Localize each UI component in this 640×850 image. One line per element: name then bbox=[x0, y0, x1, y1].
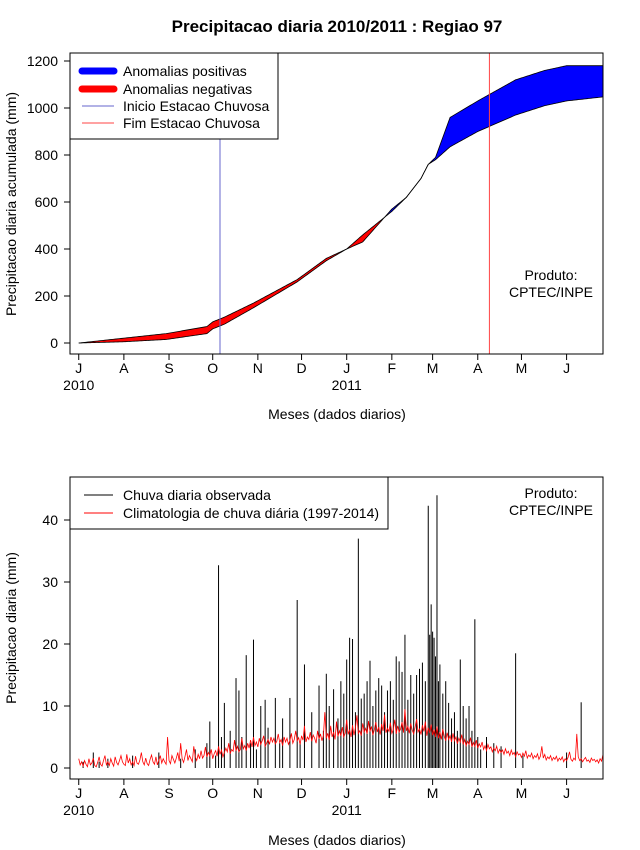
top-year-label: 2010 bbox=[63, 377, 94, 393]
bottom-x-tick-label: S bbox=[164, 785, 173, 801]
top-annotation-line1: Produto: bbox=[525, 267, 578, 283]
top-x-tick-label: O bbox=[207, 360, 218, 376]
top-y-tick-label: 0 bbox=[50, 335, 58, 351]
bottom-legend: Chuva diaria observada Climatologia de c… bbox=[69, 476, 389, 530]
top-y-tick-label: 200 bbox=[35, 288, 59, 304]
top-y-axis-label: Precipitacao diaria acumulada (mm) bbox=[3, 92, 19, 316]
legend-label-onset: Inicio Estacao Chuvosa bbox=[123, 98, 270, 114]
bottom-x-tick-label: A bbox=[473, 785, 483, 801]
chart-title: Precipitacao diaria 2010/2011 : Regiao 9… bbox=[172, 17, 503, 36]
top-x-tick-label: M bbox=[427, 360, 439, 376]
top-x-axis-label: Meses (dados diarios) bbox=[268, 406, 406, 422]
top-x-tick-label: S bbox=[164, 360, 173, 376]
top-plot-frame bbox=[69, 52, 604, 355]
top-legend-box bbox=[69, 52, 279, 140]
bottom-x-tick-label: M bbox=[516, 785, 528, 801]
bottom-year-label: 2011 bbox=[332, 802, 362, 818]
bottom-x-tick-label: D bbox=[296, 785, 306, 801]
legend-label-end: Fim Estacao Chuvosa bbox=[123, 115, 260, 131]
bottom-x-tick-label: J bbox=[343, 785, 350, 801]
bottom-y-tick-label: 10 bbox=[42, 698, 58, 714]
top-y-tick-label: 600 bbox=[35, 194, 59, 210]
top-x-tick-label: J bbox=[343, 360, 350, 376]
bottom-y-axis: 0 10 20 30 40 bbox=[42, 512, 70, 776]
top-x-tick-label: D bbox=[296, 360, 306, 376]
top-x-tick-label: A bbox=[119, 360, 129, 376]
bottom-annotation-line2: CPTEC/INPE bbox=[509, 502, 593, 518]
top-y-tick-label: 1200 bbox=[27, 53, 58, 69]
daily-rain-plot bbox=[78, 495, 603, 768]
bottom-annotation-line1: Produto: bbox=[525, 485, 578, 501]
bottom-x-axis-label: Meses (dados diarios) bbox=[268, 832, 406, 848]
climatology-line bbox=[78, 709, 603, 768]
top-year-label: 2011 bbox=[332, 377, 362, 393]
legend-label-climatology: Climatologia de chuva diária (1997-2014) bbox=[123, 505, 379, 521]
negative-anomaly-area bbox=[80, 249, 347, 343]
positive-anomaly-area bbox=[384, 65, 603, 218]
bottom-year-label: 2010 bbox=[63, 802, 94, 818]
bottom-x-tick-label: O bbox=[207, 785, 218, 801]
climatology-accumulated-line bbox=[78, 96, 603, 344]
top-x-tick-label: J bbox=[563, 360, 570, 376]
top-y-axis: 0 200 400 600 800 1000 1200 bbox=[27, 53, 70, 351]
bottom-y-tick-label: 0 bbox=[50, 760, 58, 776]
top-y-tick-label: 1000 bbox=[27, 100, 58, 116]
bottom-y-tick-label: 30 bbox=[42, 574, 58, 590]
top-x-tick-label: N bbox=[253, 360, 263, 376]
bottom-x-tick-label: A bbox=[119, 785, 129, 801]
bottom-legend-box bbox=[69, 476, 389, 530]
legend-label-negative: Anomalias negativas bbox=[123, 81, 252, 97]
bottom-x-tick-label: F bbox=[388, 785, 397, 801]
top-legend: Anomalias positivas Anomalias negativas … bbox=[69, 52, 279, 140]
top-annotation-line2: CPTEC/INPE bbox=[509, 284, 593, 300]
bottom-y-tick-label: 20 bbox=[42, 636, 58, 652]
top-x-tick-label: F bbox=[388, 360, 397, 376]
top-y-tick-label: 400 bbox=[35, 241, 59, 257]
top-x-tick-label: J bbox=[75, 360, 82, 376]
legend-label-positive: Anomalias positivas bbox=[123, 63, 247, 79]
top-y-tick-label: 800 bbox=[35, 147, 59, 163]
top-x-tick-label: M bbox=[516, 360, 528, 376]
bottom-x-tick-label: M bbox=[427, 785, 439, 801]
legend-label-observed: Chuva diaria observada bbox=[123, 487, 271, 503]
bottom-x-tick-label: J bbox=[75, 785, 82, 801]
bottom-y-tick-label: 40 bbox=[42, 512, 58, 528]
bottom-y-axis-label: Precipitacao diaria (mm) bbox=[3, 552, 19, 704]
top-x-tick-label: A bbox=[473, 360, 483, 376]
bottom-x-tick-label: N bbox=[253, 785, 263, 801]
bottom-x-tick-label: J bbox=[563, 785, 570, 801]
